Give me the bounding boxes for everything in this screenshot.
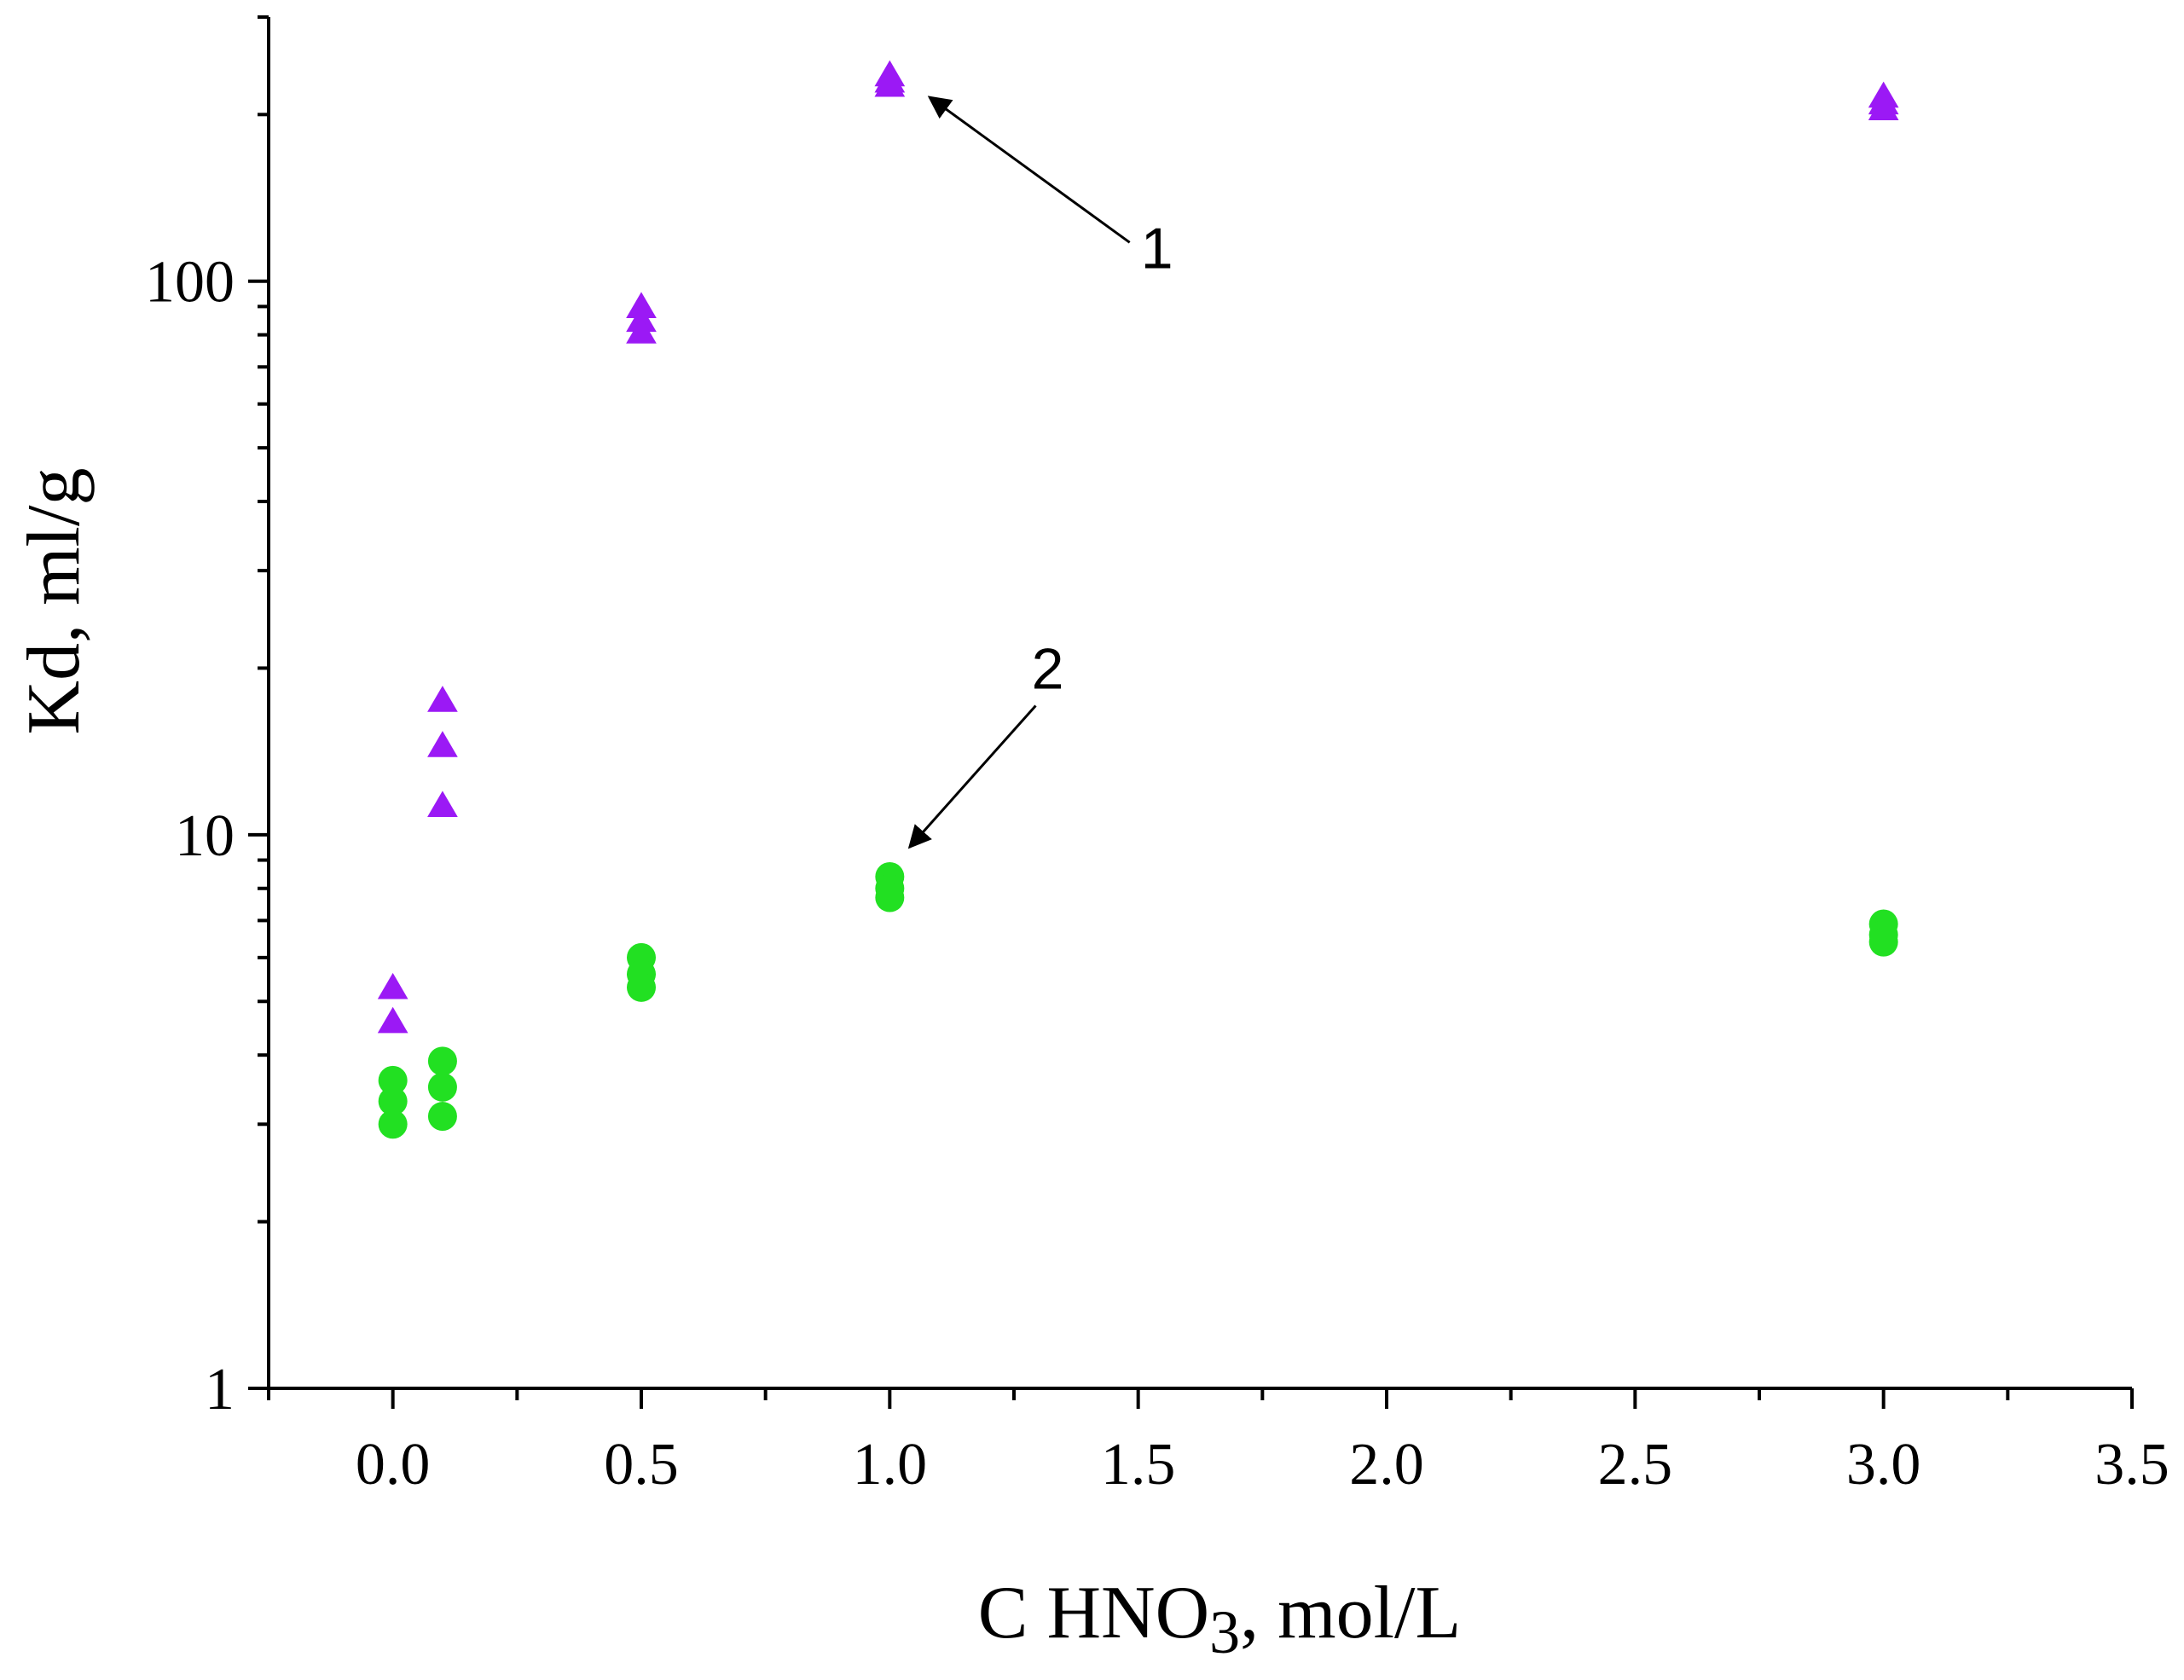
annotation-label-1: 1 bbox=[1141, 216, 1173, 281]
x-tick-label: 1.0 bbox=[853, 1432, 928, 1498]
data-point-circle bbox=[427, 1072, 457, 1102]
annotation-arrow-2 bbox=[907, 704, 1037, 849]
series-2 bbox=[378, 862, 1898, 1139]
data-point-triangle bbox=[874, 70, 906, 97]
y-tick-label: 1 bbox=[205, 1357, 235, 1422]
annotation-arrow-1 bbox=[927, 96, 1131, 244]
x-tick-label: 0.5 bbox=[604, 1432, 679, 1498]
data-point-triangle bbox=[377, 972, 408, 999]
x-axis-title-suffix: , mol/L bbox=[1240, 1572, 1461, 1654]
data-point-triangle bbox=[626, 317, 657, 344]
x-tick-label: 1.5 bbox=[1101, 1432, 1176, 1498]
y-tick-label: 100 bbox=[145, 250, 235, 316]
x-tick-label: 3.0 bbox=[1846, 1432, 1921, 1498]
x-axis-title: C HNO3, mol/L bbox=[978, 1572, 1461, 1666]
data-point-circle bbox=[378, 1109, 408, 1139]
axes bbox=[267, 17, 2132, 1390]
data-point-triangle bbox=[1868, 94, 1899, 120]
y-tick-label: 10 bbox=[175, 803, 235, 869]
series-1 bbox=[377, 60, 1899, 1034]
x-axis-ticks: 0.0 0.5 1.0 1.5 2.0 2.5 3.0 3.5 bbox=[267, 1388, 2170, 1498]
annotation-label-2: 2 bbox=[1032, 636, 1064, 701]
x-tick-label: 2.5 bbox=[1598, 1432, 1673, 1498]
series-layer bbox=[377, 60, 1899, 1139]
annotations: 12 bbox=[907, 96, 1173, 849]
data-point-circle bbox=[427, 1046, 457, 1076]
data-point-triangle bbox=[626, 292, 657, 319]
data-point-triangle bbox=[427, 686, 458, 712]
data-point-triangle bbox=[427, 791, 458, 818]
data-point-circle bbox=[378, 1065, 408, 1095]
data-point-circle bbox=[1868, 927, 1898, 957]
x-tick-label: 2.0 bbox=[1349, 1432, 1424, 1498]
x-tick-label: 3.5 bbox=[2094, 1432, 2170, 1498]
data-point-circle bbox=[378, 1086, 408, 1116]
x-axis-title-prefix: C HNO bbox=[978, 1572, 1209, 1654]
x-tick-label: 0.0 bbox=[356, 1432, 431, 1498]
y-axis-ticks: 1 10 100 bbox=[145, 15, 269, 1422]
data-point-circle bbox=[427, 1102, 457, 1132]
y-axis-title: Kd, ml/g bbox=[13, 468, 96, 735]
data-point-circle bbox=[875, 883, 905, 912]
data-point-circle bbox=[627, 972, 656, 1002]
x-axis-title-subscript: 3 bbox=[1209, 1598, 1240, 1666]
data-point-triangle bbox=[427, 731, 458, 757]
data-point-triangle bbox=[377, 1006, 408, 1034]
